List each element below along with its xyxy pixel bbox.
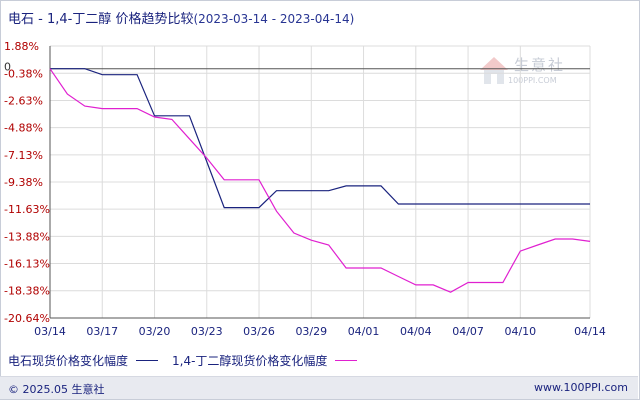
series-line-2 [49,68,591,293]
footer-copyright: © 2025.05 生意社 [8,383,105,396]
y-tick-label: -0.38% [4,67,43,80]
x-tick-label: 03/23 [191,325,223,338]
y-tick-label: -4.88% [4,122,43,135]
legend-label-series1: 电石现货价格变化幅度 [8,354,129,368]
y-tick-label: 1.88% [4,40,39,53]
footer-bar: © 2025.05 生意社 www.100PPI.com [0,376,638,399]
y-tick-label: -9.38% [4,176,43,189]
chart-title: 电石 - 1,4-丁二醇 价格趋势比较(2023-03-14 - 2023-04… [8,8,354,27]
chart-legend: 电石现货价格变化幅度 1,4-丁二醇现货价格变化幅度 [8,352,371,369]
x-tick-label: 04/14 [574,325,606,338]
x-tick-label: 03/14 [34,325,66,338]
x-tick-label: 03/29 [295,325,327,338]
y-tick-label: -2.63% [4,94,43,107]
y-tick-label: -20.64% [4,312,50,325]
grid-layer [49,45,591,319]
series-line-1 [50,68,590,209]
zero-label: 0 [4,61,11,74]
legend-label-series2: 1,4-丁二醇现货价格变化幅度 [172,354,328,368]
axis-layer [49,46,590,319]
watermark-name: 生意社 [514,56,566,74]
watermark-site: 100PPI.COM [508,76,557,85]
tick-label-layer: 1.88% -0.38% -2.63% -4.88% -7.13% -9.38% -11.6… [4,40,606,338]
y-tick-label: -18.38% [4,285,50,298]
x-tick-label: 03/20 [139,325,171,338]
x-tick-label: 04/07 [452,325,484,338]
x-tick-label: 04/04 [400,325,432,338]
y-tick-label: -11.63% [4,203,50,216]
footer-site-link[interactable]: www.100PPI.com [534,381,628,394]
series-layer [49,68,591,293]
legend-swatch-series1 [136,360,159,361]
x-tick-label: 04/10 [504,325,536,338]
y-tick-label: -16.13% [4,258,50,271]
x-tick-label: 03/17 [86,325,118,338]
chart-date-range: (2023-03-14 - 2023-04-14) [193,12,355,26]
y-tick-label: -13.88% [4,230,50,243]
watermark-logo: 生意社 100PPI.COM [478,54,578,94]
y-tick-label: -7.13% [4,149,43,162]
x-tick-label: 04/01 [348,325,380,338]
chart-title-text: 电石 - 1,4-丁二醇 价格趋势比较 [8,12,194,27]
legend-swatch-series2 [335,360,358,361]
x-tick-label: 03/26 [243,325,275,338]
